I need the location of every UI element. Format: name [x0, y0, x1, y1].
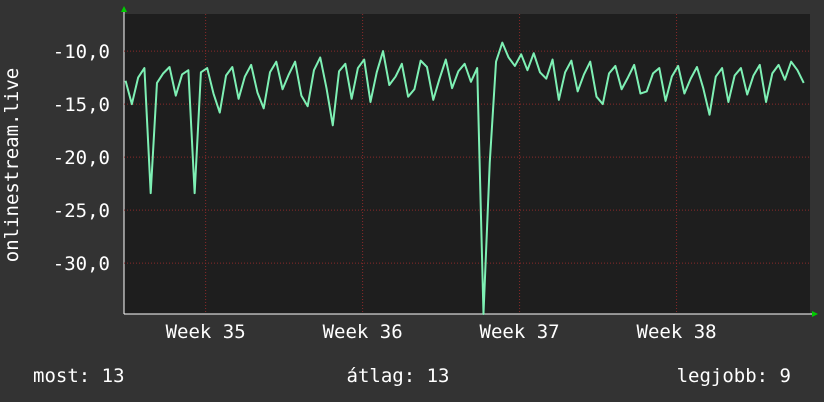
y-tick-label: -20,0	[53, 147, 110, 169]
stat-label: legjobb: 9	[677, 365, 791, 387]
x-tick-label: Week 36	[323, 321, 403, 343]
y-tick-label: -30,0	[53, 253, 110, 275]
y-tick-label: -25,0	[53, 200, 110, 222]
y-axis-arrow	[121, 6, 127, 12]
stat-label: most: 13	[33, 365, 125, 387]
x-tick-label: Week 35	[166, 321, 246, 343]
y-tick-label: -15,0	[53, 94, 110, 116]
x-tick-label: Week 37	[480, 321, 560, 343]
data-line	[124, 41, 805, 315]
y-axis-title: onlinestream.live	[1, 68, 23, 262]
plot-area	[124, 14, 810, 314]
stat-label: átlag: 13	[347, 365, 450, 387]
x-tick-label: Week 38	[637, 321, 717, 343]
y-tick-label: -10,0	[53, 41, 110, 63]
x-axis-arrow	[812, 311, 818, 317]
